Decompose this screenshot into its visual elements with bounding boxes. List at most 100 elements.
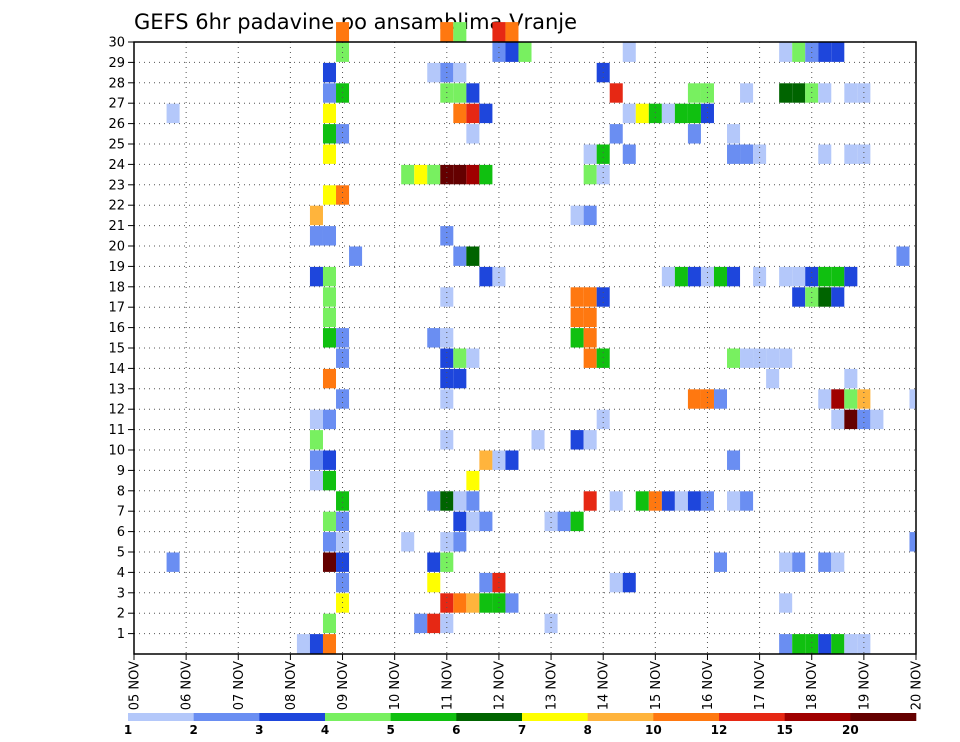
- y-tick-label: 29: [108, 56, 125, 71]
- heatmap-cell: [401, 532, 415, 552]
- heatmap-cell: [740, 491, 754, 511]
- heatmap-cell: [466, 593, 480, 613]
- heatmap-cell: [453, 246, 467, 266]
- heatmap-cell: [296, 634, 310, 654]
- heatmap-cell: [453, 22, 467, 42]
- heatmap-cell: [792, 287, 806, 307]
- heatmap-cell: [727, 450, 741, 470]
- colorbar-swatch: [390, 713, 457, 721]
- heatmap-cell: [453, 103, 467, 124]
- heatmap-cell: [570, 328, 584, 348]
- heatmap-cell: [466, 491, 480, 511]
- heatmap-cell: [336, 532, 350, 552]
- heatmap-cell: [479, 164, 493, 185]
- heatmap-cell: [596, 164, 610, 185]
- colorbar-swatch: [587, 713, 654, 721]
- heatmap-cell: [453, 164, 467, 185]
- colorbar-label: 8: [583, 723, 591, 737]
- heatmap-cell: [648, 491, 662, 511]
- y-tick-label: 20: [108, 240, 125, 255]
- heatmap-cell: [440, 22, 454, 42]
- heatmap-cell: [322, 266, 337, 287]
- heatmap-cell: [818, 83, 832, 103]
- heatmap-cell: [779, 348, 793, 368]
- heatmap-cell: [322, 144, 337, 164]
- heatmap-cell: [818, 552, 832, 572]
- heatmap-cell: [466, 83, 480, 103]
- x-tick-label: 18 NOV: [805, 661, 820, 710]
- heatmap-cell: [674, 266, 688, 287]
- heatmap-cell: [727, 348, 741, 368]
- heatmap-cell: [583, 144, 597, 164]
- heatmap-cell: [336, 389, 350, 409]
- heatmap-cell: [309, 266, 323, 287]
- x-tick-label: 13 NOV: [545, 661, 560, 710]
- x-tick-label: 09 NOV: [336, 661, 351, 710]
- colorbar-label: 20: [842, 723, 859, 737]
- y-tick-label: 19: [108, 260, 125, 275]
- heatmap-cell: [583, 430, 597, 450]
- heatmap-cell: [309, 634, 323, 654]
- heatmap-cell: [596, 144, 610, 164]
- heatmap-cell: [336, 511, 350, 532]
- y-tick-label: 10: [108, 444, 125, 459]
- heatmap-cell: [322, 103, 337, 124]
- y-tick-label: 12: [108, 403, 125, 418]
- y-tick-label: 30: [108, 36, 125, 51]
- heatmap-cell: [453, 593, 467, 613]
- heatmap-cell: [831, 409, 845, 430]
- colorbar-label: 1: [124, 723, 132, 737]
- colorbar-label: 4: [321, 723, 329, 737]
- y-tick-label: 27: [108, 97, 125, 112]
- heatmap-cell: [427, 164, 441, 185]
- x-tick-label: 17 NOV: [753, 661, 768, 710]
- heatmap-cell: [309, 470, 323, 491]
- heatmap-cell: [322, 634, 337, 654]
- heatmap-cell: [518, 42, 532, 62]
- y-tick-label: 1: [117, 627, 125, 642]
- heatmap-cell: [622, 103, 636, 124]
- x-tick-label: 07 NOV: [232, 661, 247, 710]
- heatmap-cell: [779, 634, 793, 654]
- heatmap-cell: [466, 511, 480, 532]
- heatmap-cell: [505, 22, 519, 42]
- heatmap-cell: [309, 430, 323, 450]
- y-tick-label: 2: [117, 607, 125, 622]
- heatmap-cell: [322, 62, 337, 83]
- heatmap-cell: [583, 348, 597, 368]
- x-tick-label: 06 NOV: [180, 661, 195, 710]
- heatmap-cell: [479, 572, 493, 593]
- heatmap-cell: [479, 103, 493, 124]
- heatmap-cell: [622, 144, 636, 164]
- heatmap-cell: [805, 266, 819, 287]
- heatmap-cell: [844, 266, 858, 287]
- heatmap-cell: [753, 144, 767, 164]
- heatmap-cell: [805, 634, 819, 654]
- heatmap-cell: [336, 491, 350, 511]
- heatmap-cell: [544, 613, 558, 634]
- y-tick-label: 15: [108, 342, 125, 357]
- colorbar-label: 7: [518, 723, 526, 737]
- heatmap-cell: [440, 348, 454, 368]
- heatmap-cell: [831, 266, 845, 287]
- heatmap-cell: [766, 348, 780, 368]
- heatmap-cell: [713, 552, 728, 572]
- heatmap-cell: [609, 572, 623, 593]
- heatmap-cell: [727, 144, 741, 164]
- x-tick-label: 14 NOV: [597, 661, 612, 710]
- heatmap-cell: [322, 83, 337, 103]
- heatmap-cell: [609, 124, 623, 144]
- heatmap-cell: [700, 491, 714, 511]
- heatmap-cell: [309, 226, 323, 246]
- heatmap-cell: [700, 103, 714, 124]
- y-tick-label: 3: [117, 586, 125, 601]
- heatmap-cell: [687, 124, 701, 144]
- y-tick-label: 6: [117, 525, 125, 540]
- colorbar-swatch: [325, 713, 391, 721]
- heatmap-cell: [779, 552, 793, 572]
- x-axis-ticks: 05 NOV 06 NOV 07 NOV 08 NOV 09 NOV 10 NOV 11 N…: [128, 654, 925, 710]
- heatmap-cell: [831, 552, 845, 572]
- heatmap-cell: [583, 205, 597, 226]
- y-tick-label: 16: [108, 321, 125, 336]
- heatmap-cell: [792, 552, 806, 572]
